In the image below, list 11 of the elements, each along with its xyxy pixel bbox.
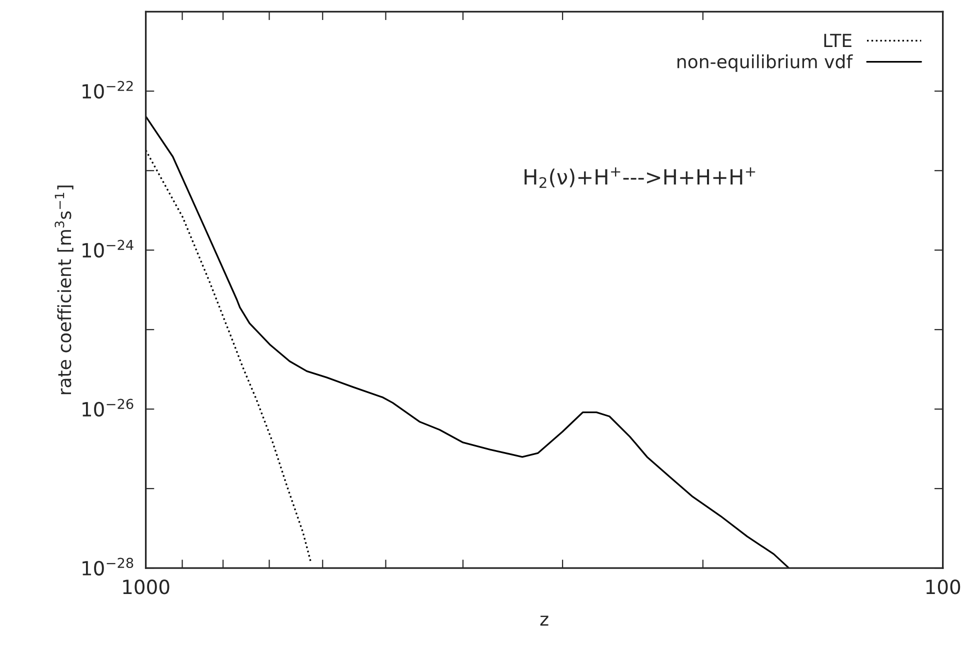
y-tick-label: 10$^{−28}$ (82, 558, 134, 576)
x-tick-label: 1000 (123, 580, 170, 594)
y-tick-label: 10$^{−26}$ (82, 398, 134, 417)
annotation: H$_{2}$(ν)+H$^{+}$--->H+H+H$^{+}$ (524, 167, 756, 188)
y-axis-title: rate coefficient [m$^{3}$s$^{−1}$] (54, 186, 74, 394)
x-tick-label: 100 (926, 580, 960, 594)
y-tick-label: 10$^{−22}$ (82, 80, 133, 99)
legend-label: LTE (824, 34, 852, 48)
x-axis-title: z (540, 616, 548, 626)
legend-label: non-equilibrium vdf (678, 54, 853, 72)
y-tick-label: 10$^{−24}$ (82, 240, 134, 258)
